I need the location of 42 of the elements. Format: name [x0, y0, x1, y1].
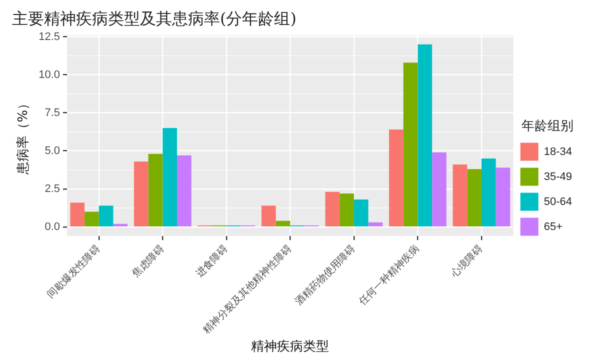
y-axis-title: 患病率（%） [15, 96, 32, 176]
x-tick-label: 酒精药物使用障碍 [292, 242, 358, 308]
bar [325, 192, 340, 226]
bar [98, 206, 114, 226]
bar [389, 130, 404, 226]
bar [162, 128, 178, 226]
x-tick-label: 间歇爆发性障碍 [44, 242, 103, 301]
legend-label: 35-49 [544, 170, 572, 183]
bar [432, 152, 446, 226]
y-tick-label: 2.5 [44, 182, 60, 195]
legend-label: 65+ [544, 220, 563, 233]
x-tick-label: 进食障碍 [194, 242, 230, 280]
bar [84, 212, 99, 226]
bar [452, 164, 468, 226]
bar [134, 162, 148, 226]
legend-label: 50-64 [544, 196, 572, 208]
x-tick-label: 任何一种精神疾病 [356, 242, 422, 309]
bar [113, 224, 128, 226]
y-tick-label: 5.0 [44, 144, 60, 157]
bar [340, 193, 354, 226]
bar [261, 206, 276, 226]
bar [481, 158, 496, 226]
bar [177, 155, 192, 226]
y-tick-label: 0.0 [44, 220, 60, 233]
y-tick-label: 10.0 [38, 68, 60, 81]
bar [467, 169, 482, 226]
bar [368, 222, 383, 226]
x-axis-title: 精神疾病类型 [251, 340, 330, 355]
y-tick-label: 7.5 [44, 106, 60, 119]
chart-title: 主要精神疾病类型及其患病率(分年龄组) [12, 8, 296, 28]
bar [276, 220, 290, 226]
bar [403, 62, 418, 226]
x-tick-label: 心境障碍 [448, 242, 486, 280]
bar [354, 200, 368, 226]
bar [496, 168, 510, 226]
bar [148, 154, 163, 226]
bar [70, 202, 85, 226]
bar [418, 44, 432, 226]
legend-label: 18-34 [544, 146, 572, 158]
x-tick-label: 焦虑障碍 [130, 242, 167, 280]
y-tick-label: 12.5 [38, 30, 60, 43]
legend-title: 年龄组别 [522, 119, 574, 134]
